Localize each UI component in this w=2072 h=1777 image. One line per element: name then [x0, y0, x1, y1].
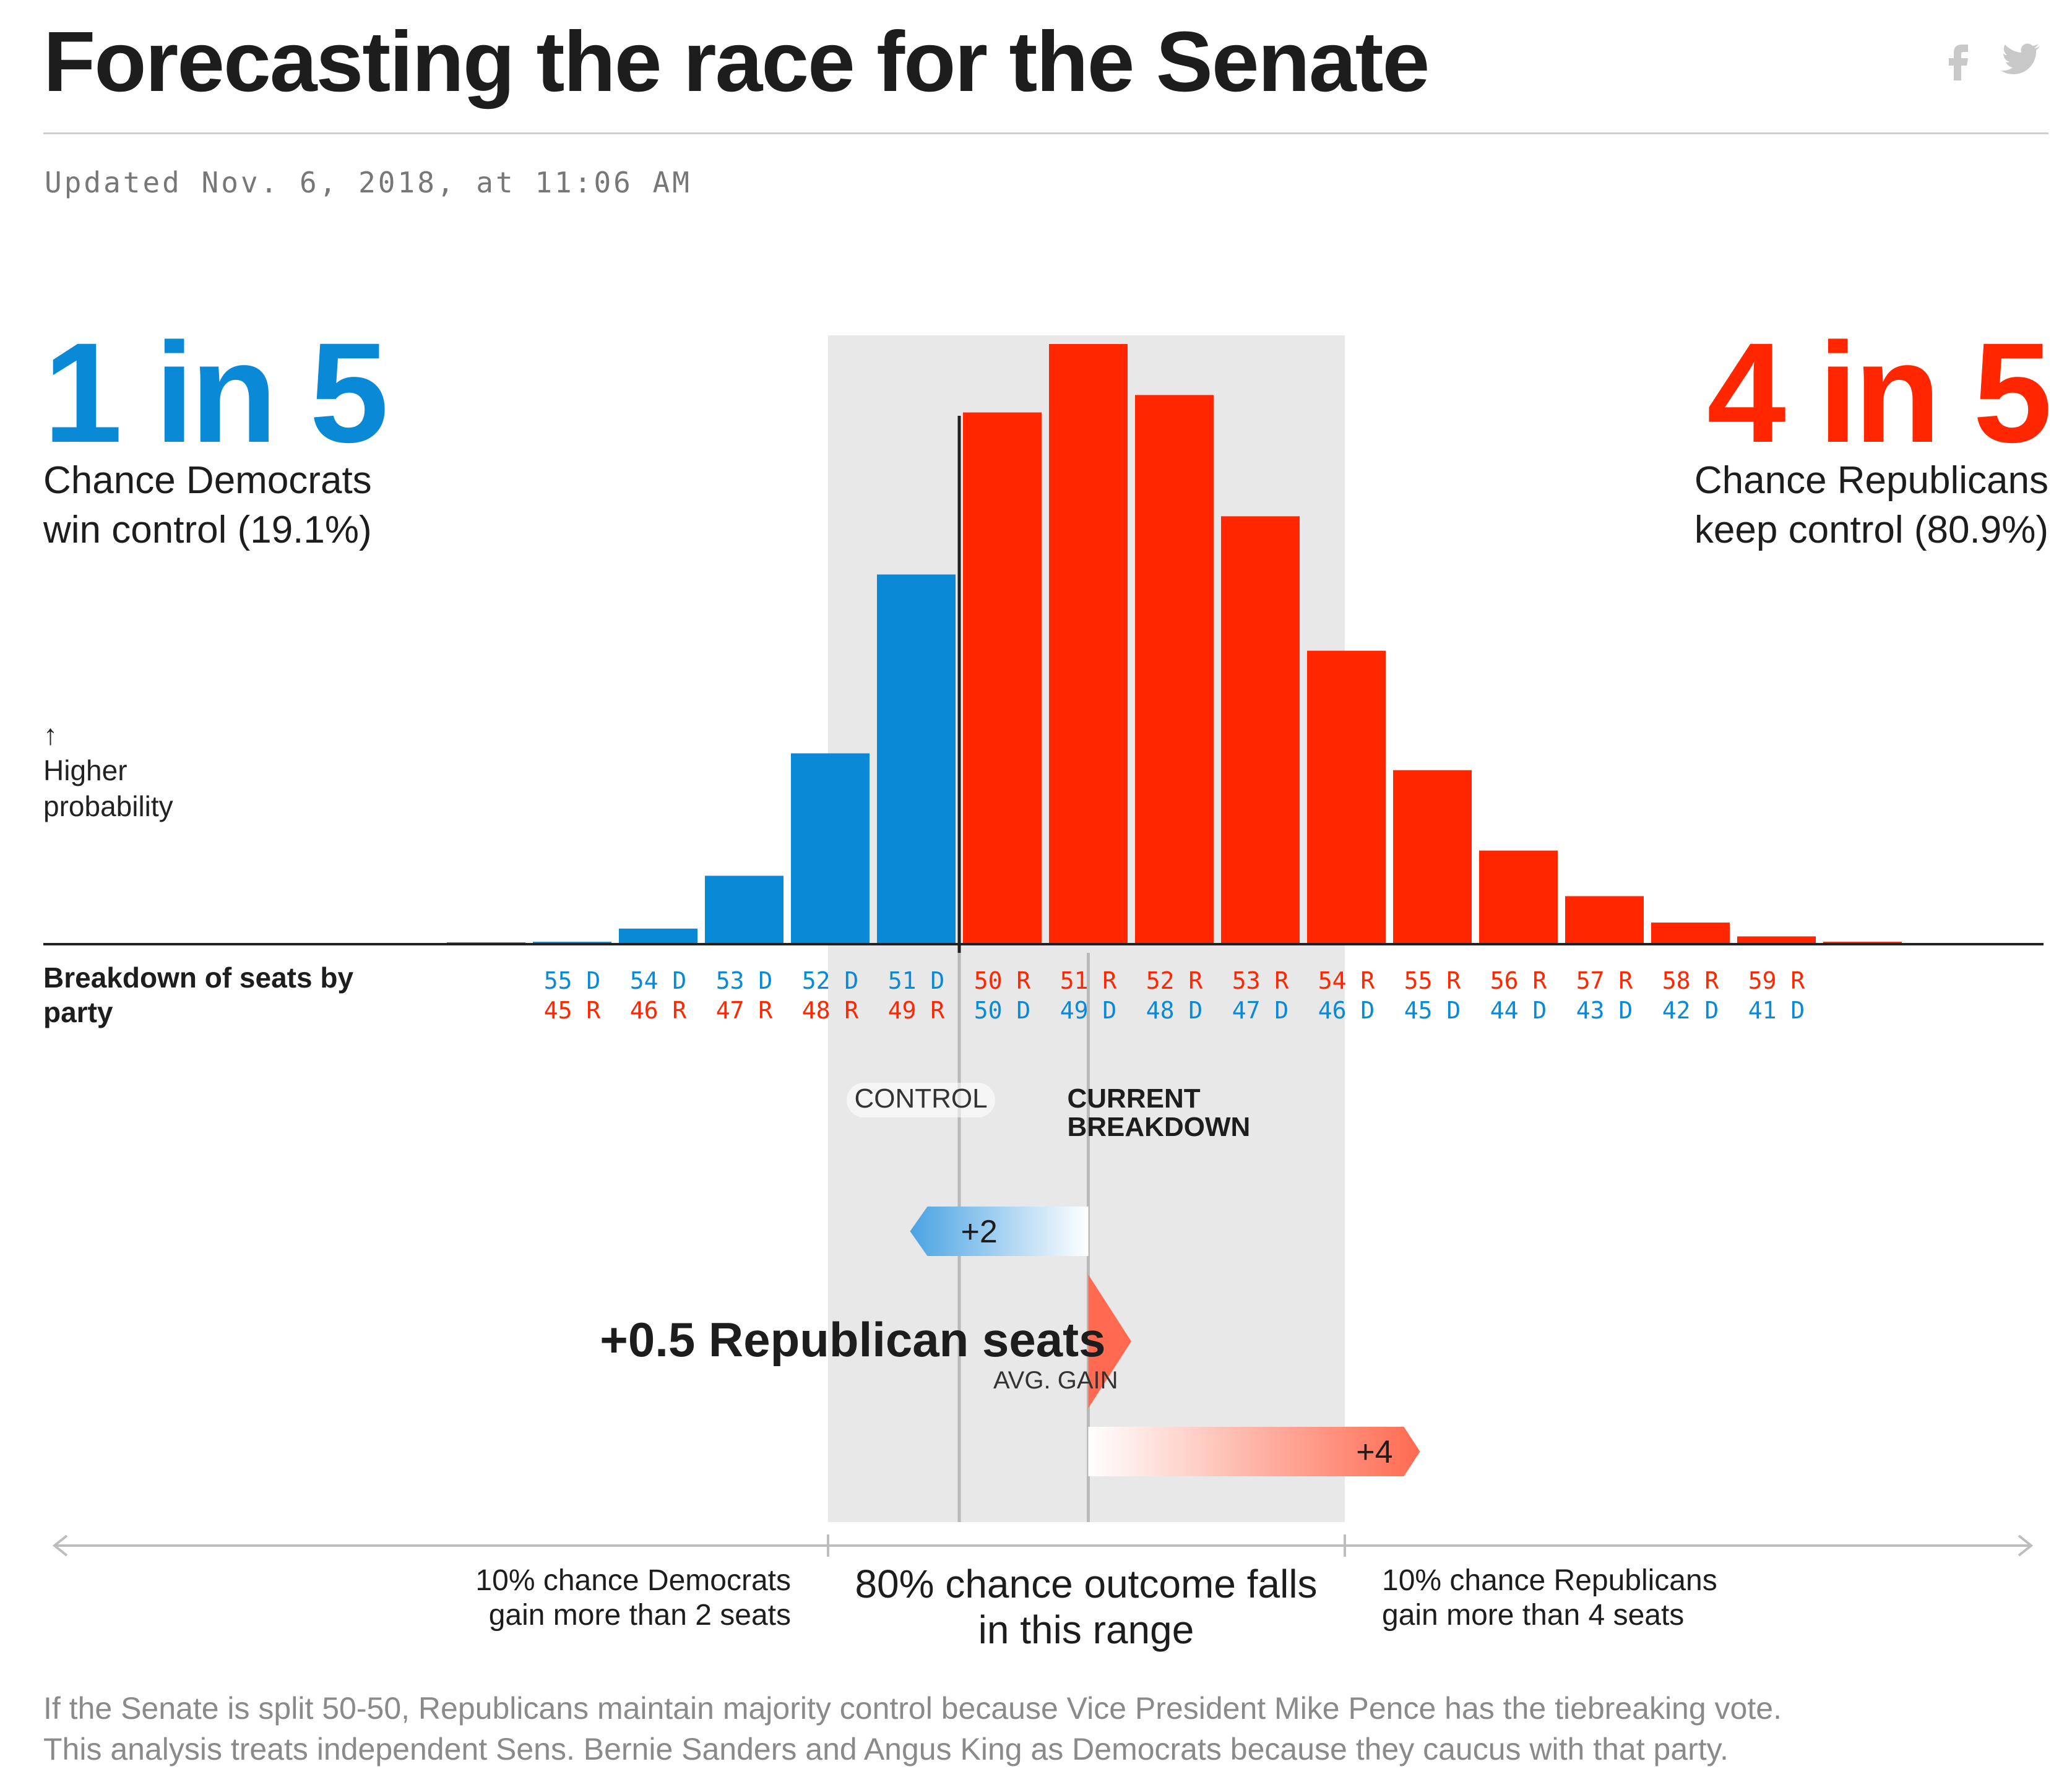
y-axis-label-line2: probability [43, 788, 173, 824]
tick-label-bottom-8: 47 D [1232, 997, 1289, 1024]
tick-label-bottom-11: 44 D [1490, 997, 1547, 1024]
tick-label-bottom-14: 41 D [1748, 997, 1805, 1024]
tick-label-top-9: 54 R [1318, 967, 1375, 994]
bar-r-10 [1307, 651, 1386, 944]
updated-timestamp: Updated Nov. 6, 2018, at 11:06 AM [45, 166, 692, 199]
current-breakdown-label-line1: CURRENT [1068, 1083, 1201, 1114]
rep-chance-line1: Chance Republicans [1694, 456, 2048, 506]
tick-label-bottom-13: 42 D [1662, 997, 1719, 1024]
dem-chance-line2: win control (19.1%) [43, 506, 372, 555]
tick-label-top-10: 55 R [1404, 967, 1461, 994]
bar-r-7 [1049, 344, 1128, 944]
page-title: Forecasting the race for the Senate [43, 11, 1428, 114]
tick-label-top-13: 58 R [1662, 967, 1719, 994]
rep-odds: 4 in 5 [1707, 322, 2048, 464]
left-range-note-line1: 10% chance Democrats [475, 1564, 791, 1597]
tick-label-top-0: 55 D [544, 967, 601, 994]
tick-label-top-6: 51 R [1060, 967, 1117, 994]
middle-range-note-line2: in this range [978, 1607, 1194, 1652]
tick-label-top-2: 53 D [716, 967, 773, 994]
control-marker: CONTROL [847, 1083, 995, 1117]
bar-r-6 [963, 413, 1042, 944]
current-breakdown-label-line2: BREAKDOWN [1068, 1112, 1251, 1142]
avg-gain-value: +0.5 Republican seats [600, 1312, 1105, 1367]
x-axis-label-line2: party [43, 995, 353, 1030]
facebook-icon[interactable] [1937, 37, 1980, 80]
footnote-line2: This analysis treats independent Sens. B… [43, 1729, 1782, 1770]
dem-chance-line1: Chance Democrats [43, 456, 372, 506]
tick-label-bottom-9: 46 D [1318, 997, 1375, 1024]
twitter-icon[interactable] [1999, 37, 2042, 80]
left-range-note-line2: gain more than 2 seats [489, 1599, 791, 1632]
tick-label-bottom-0: 45 R [544, 997, 601, 1024]
dem-chance-text: Chance Democrats win control (19.1%) [43, 456, 372, 555]
footnote: If the Senate is split 50-50, Republican… [43, 1688, 1782, 1770]
y-axis-label-line1: Higher [43, 752, 173, 788]
bar-r-11 [1393, 770, 1472, 944]
bar-r-12 [1479, 851, 1558, 944]
tick-label-bottom-12: 43 D [1576, 997, 1633, 1024]
range-bracket [54, 1534, 2031, 1557]
x-axis-label-line1: Breakdown of seats by [43, 960, 353, 995]
rep-gain-range-label: +4 [1356, 1434, 1392, 1470]
right-range-note-line2: gain more than 4 seats [1382, 1599, 1684, 1632]
up-arrow-icon: ↑ [43, 716, 173, 752]
dem-gain-range-label: +2 [961, 1214, 998, 1250]
dem-gain-range-arrow [910, 1207, 1089, 1256]
bar-r-8 [1135, 395, 1214, 944]
tick-label-bottom-3: 48 R [802, 997, 859, 1024]
tick-label-bottom-1: 46 R [630, 997, 687, 1024]
tick-label-bottom-6: 49 D [1060, 997, 1117, 1024]
tick-label-top-7: 52 R [1146, 967, 1203, 994]
x-axis-label: Breakdown of seats by party [43, 960, 353, 1030]
bar-r-13 [1565, 896, 1644, 944]
rep-chance-line2: keep control (80.9%) [1694, 506, 2048, 555]
tick-label-top-12: 57 R [1576, 967, 1633, 994]
y-axis-label: ↑ Higher probability [43, 716, 173, 824]
bar-r-9 [1221, 516, 1300, 944]
bar-r-14 [1651, 923, 1730, 944]
bar-d-4 [791, 754, 870, 944]
tick-label-bottom-7: 48 D [1146, 997, 1203, 1024]
avg-gain-label: AVG. GAIN [993, 1367, 1118, 1394]
share-buttons [1937, 37, 2042, 80]
control-label: CONTROL [854, 1083, 987, 1114]
rep-chance-text: Chance Republicans keep control (80.9%) [1694, 456, 2048, 555]
header-divider [43, 132, 2048, 134]
right-range-note-line1: 10% chance Republicans [1382, 1564, 1717, 1597]
tick-label-top-11: 56 R [1490, 967, 1547, 994]
bar-d-2 [619, 929, 697, 944]
tick-label-top-3: 52 D [802, 967, 859, 994]
tick-label-bottom-2: 47 R [716, 997, 773, 1024]
tick-label-bottom-4: 49 R [888, 997, 945, 1024]
tick-label-top-8: 53 R [1232, 967, 1289, 994]
middle-range-note-line1: 80% chance outcome falls [855, 1562, 1317, 1606]
bar-d-3 [705, 876, 783, 944]
tick-label-top-1: 54 D [630, 967, 687, 994]
tick-label-top-5: 50 R [974, 967, 1031, 994]
tick-label-bottom-10: 45 D [1404, 997, 1461, 1024]
footnote-line1: If the Senate is split 50-50, Republican… [43, 1688, 1782, 1729]
tick-label-top-4: 51 D [888, 967, 945, 994]
tick-label-top-14: 59 R [1748, 967, 1805, 994]
tick-label-bottom-5: 50 D [974, 997, 1031, 1024]
bar-d-5 [877, 574, 956, 944]
dem-odds: 1 in 5 [43, 322, 385, 464]
